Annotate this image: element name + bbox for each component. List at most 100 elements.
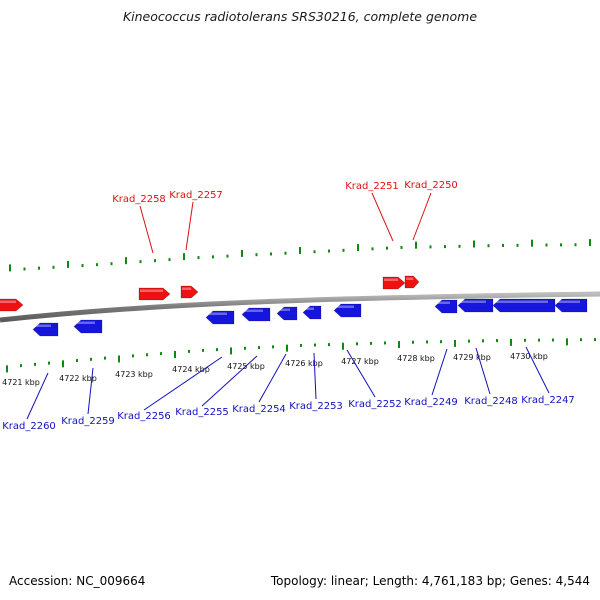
reverse-gene-arrow-edge [73,319,103,334]
forward-gene-arrow-edge [382,276,406,290]
forward-gene-arrow-shine [182,287,192,290]
forward-gene-arrow-body [139,288,170,300]
lower-tick-row [6,338,596,373]
genome-title: Kineococcus radiotolerans SRS30216, comp… [122,9,478,24]
reverse-gene-label: Krad_2252 [348,399,402,410]
forward-gene-label: Krad_2250 [404,180,458,191]
reverse-gene-arrow-body [206,311,234,324]
reverse-gene-arrow-body [555,299,587,312]
genome-summary: Topology: linear; Length: 4,761,183 bp; … [270,574,590,588]
forward-gene-arrow [382,276,406,290]
reverse-gene-arrow-shine [75,321,95,324]
reverse-gene-arrow-body [458,299,493,312]
forward-gene-label: Krad_2258 [112,194,166,205]
forward-gene-arrow [404,275,420,289]
reverse-gene-arrow-shine [436,301,450,304]
reverse-gene-arrow-body [277,307,297,320]
reverse-gene-arrow [333,303,362,318]
reverse-gene-arrow [205,310,235,325]
reverse-gene-leader [143,356,223,411]
forward-gene-arrow [138,287,171,301]
forward-gene-label: Krad_2257 [169,190,223,201]
forward-gene-arrow-shine [406,277,414,280]
scale-label: 4723 kbp [115,370,153,379]
forward-gene-arrow-shine [0,300,16,303]
reverse-gene-arrow-edge [434,299,458,314]
reverse-gene-label: Krad_2256 [117,411,171,422]
reverse-gene-arrow [302,305,322,320]
reverse-gene-label: Krad_2247 [521,395,575,406]
reverse-gene-arrow-edge [333,303,362,318]
forward-gene-arrow-edge [138,287,171,301]
reverse-gene-arrow-edge [302,305,322,320]
forward-gene-arrow-body [405,276,419,288]
reverse-gene-arrow-edge [457,298,494,313]
reverse-gene-arrow-body [435,300,457,313]
reverse-gene-leader [475,347,491,395]
reverse-gene-label: Krad_2260 [2,421,56,432]
reverse-gene-arrow-shine [494,300,548,303]
reverse-gene-arrow-body [303,306,321,319]
reverse-gene-arrow-shine [243,309,263,312]
scale-label: 4728 kbp [397,354,435,363]
reverse-gene-leader [258,353,287,403]
reverse-gene-leader [201,355,258,407]
reverse-gene-arrow-edge [492,298,556,313]
reverse-gene-arrow-edge [241,307,271,322]
reverse-gene-arrow [457,298,494,313]
scale-label: 4724 kbp [172,365,210,374]
reverse-gene-arrow [32,322,59,337]
reverse-gene-arrow-edge [276,306,298,321]
forward-gene-arrow [0,298,24,312]
forward-gene-arrow-edge [404,275,420,289]
forward-gene-leader [139,205,154,254]
reverse-gene-arrow [434,299,458,314]
reverse-gene-leader [87,367,94,415]
reverse-gene-leader [525,346,550,394]
accession-label: Accession: NC_009664 [9,574,146,588]
scale-label: 4726 kbp [285,359,323,368]
reverse-gene-arrow-shine [335,305,354,308]
reverse-gene-label: Krad_2249 [404,397,458,408]
reverse-gene-arrow-edge [554,298,588,313]
upper-tick-row [9,239,591,272]
reverse-gene-label: Krad_2248 [464,396,518,407]
forward-gene-label: Krad_2251 [345,181,399,192]
reverse-gene-arrow-shine [278,308,290,311]
reverse-gene-arrow-shine [34,324,51,327]
reverse-gene-arrow-body [74,320,102,333]
reverse-gene-leader [26,372,49,420]
forward-gene-arrow-edge [180,285,199,299]
reverse-gene-label: Krad_2255 [175,407,229,418]
forward-gene-leader [371,192,394,242]
reverse-gene-arrow [276,306,298,321]
scale-label: 4730 kbp [510,352,548,361]
reverse-gene-arrow-shine [459,300,486,303]
forward-gene-leader [412,192,432,241]
reverse-gene-arrow [492,298,556,313]
forward-gene-arrow-edge [0,298,24,312]
reverse-gene-arrow [241,307,271,322]
reverse-gene-arrow [73,319,103,334]
reverse-gene-label: Krad_2253 [289,401,343,412]
reverse-gene-leader [346,349,376,398]
reverse-gene-arrow-body [242,308,270,321]
forward-gene-arrow [180,285,199,299]
forward-gene-arrow-body [383,277,405,289]
reverse-gene-arrow [554,298,588,313]
genome-backbone [0,291,600,323]
scale-label: 4729 kbp [453,353,491,362]
scale-label: 4721 kbp [2,378,40,387]
reverse-gene-arrow-edge [32,322,59,337]
reverse-gene-leader [313,352,317,400]
reverse-gene-leader [431,348,448,396]
scale-label: 4722 kbp [59,374,97,383]
forward-gene-arrow-shine [384,278,398,281]
reverse-gene-arrow-body [334,304,361,317]
reverse-gene-label: Krad_2254 [232,404,286,415]
forward-gene-leader [185,201,194,251]
forward-gene-arrow-body [0,299,23,311]
reverse-gene-label: Krad_2259 [61,416,115,427]
